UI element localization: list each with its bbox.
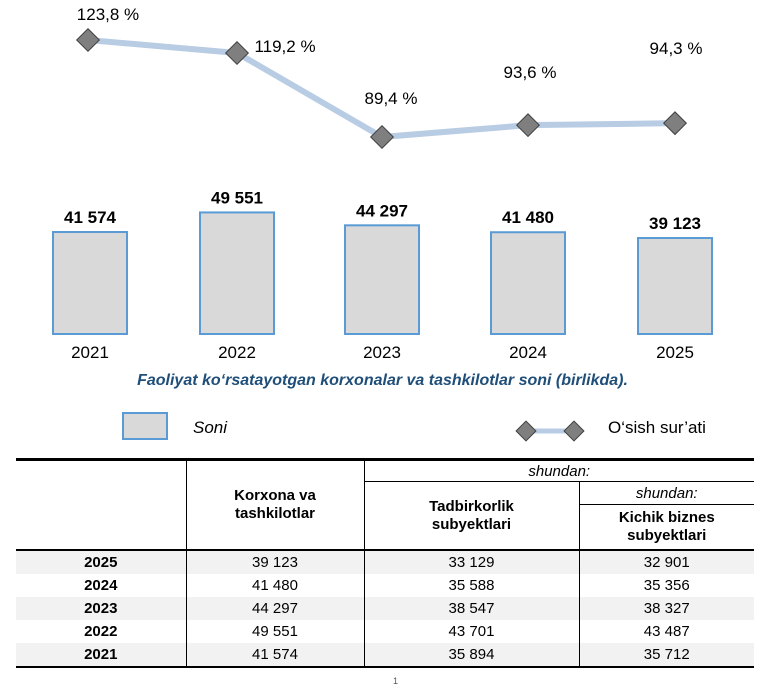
header-korxona: Korxona va tashkilotlar <box>185 459 364 551</box>
chart-caption: Faoliyat ko‘rsatayotgan korxonalar va ta… <box>137 372 628 389</box>
row-tadbirkorlik: 35 588 <box>363 574 579 597</box>
bar-2025 <box>637 237 713 336</box>
row-kichik-biznes: 35 712 <box>578 643 754 668</box>
legend-line-label: O‘sish sur’ati <box>608 418 706 437</box>
bar-2024 <box>490 231 566 335</box>
header-tadbirkorlik: Tadbirkorlik subyektlari <box>363 481 579 551</box>
legend-line-swatch <box>515 420 585 442</box>
row-tadbirkorlik: 33 129 <box>363 550 579 574</box>
line-marker-2021 <box>75 27 101 53</box>
bar-value-label: 41 574 <box>64 208 117 227</box>
table-row: 2024 41 480 35 588 35 356 <box>16 574 754 597</box>
line-value-label: 94,3 % <box>650 39 703 58</box>
row-korxona: 49 551 <box>185 620 364 643</box>
table-row: 2025 39 123 33 129 32 901 <box>16 550 754 574</box>
line-value-label: 89,4 % <box>365 89 418 108</box>
row-korxona: 41 480 <box>185 574 364 597</box>
row-year: 2025 <box>16 550 186 574</box>
line-marker-2025 <box>662 111 688 136</box>
bar-value-label: 49 551 <box>211 188 263 207</box>
line-value-label: 119,2 % <box>254 37 315 56</box>
bar-2022 <box>199 211 275 335</box>
table-row: 2023 44 297 38 547 38 327 <box>16 597 754 620</box>
x-tick-label: 2022 <box>218 343 256 362</box>
x-tick-label: 2023 <box>363 343 401 362</box>
page-number: 1 <box>393 676 399 686</box>
row-tadbirkorlik: 43 701 <box>363 620 579 643</box>
header-empty <box>16 459 186 551</box>
row-kichik-biznes: 35 356 <box>578 574 754 597</box>
table-row: 2021 41 574 35 894 35 712 <box>16 643 754 668</box>
table-row: 2022 49 551 43 701 43 487 <box>16 620 754 643</box>
row-korxona: 44 297 <box>185 597 364 620</box>
line-marker-2022 <box>224 40 250 65</box>
line-value-label: 93,6 % <box>504 63 557 82</box>
line-marker-2023 <box>369 124 395 150</box>
row-year: 2021 <box>16 643 186 668</box>
header-shundan-1: shundan: <box>363 459 754 482</box>
row-korxona: 39 123 <box>185 550 364 574</box>
combo-chart: 41 574 2021 49 551 2022 44 297 2023 41 480 2024… <box>52 5 713 362</box>
bar-value-label: 44 297 <box>356 201 408 220</box>
row-tadbirkorlik: 38 547 <box>363 597 579 620</box>
header-shundan-2: shundan: <box>578 481 754 505</box>
row-tadbirkorlik: 35 894 <box>363 643 579 668</box>
bar-value-label: 39 123 <box>649 214 701 233</box>
x-tick-label: 2021 <box>71 343 109 362</box>
row-year: 2023 <box>16 597 186 620</box>
row-year: 2024 <box>84 577 118 594</box>
row-korxona: 41 574 <box>185 643 364 668</box>
legend-bar-label: Soni <box>193 418 228 437</box>
x-tick-label: 2024 <box>509 343 547 362</box>
data-table: Korxona va tashkilotlar shundan: Tadbirk… <box>16 458 754 668</box>
row-year: 2022 <box>84 623 118 640</box>
bar-value-label: 41 480 <box>502 208 554 227</box>
row-kichik-biznes: 38 327 <box>578 597 754 620</box>
line-marker-2024 <box>515 113 541 138</box>
bar-2023 <box>344 224 420 336</box>
line-value-label: 123,8 % <box>77 5 139 24</box>
header-kichik-biznes: Kichik biznes subyektlari <box>578 504 754 551</box>
bar-2021 <box>52 231 128 335</box>
x-tick-label: 2025 <box>656 343 694 362</box>
legend-bar-swatch <box>122 412 168 440</box>
row-kichik-biznes: 43 487 <box>578 620 754 643</box>
row-kichik-biznes: 32 901 <box>578 550 754 574</box>
